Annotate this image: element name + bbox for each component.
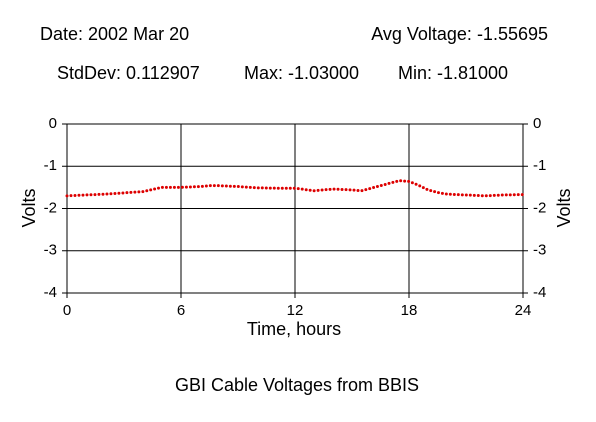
chart-title: GBI Cable Voltages from BBIS [175,375,419,395]
y2-axis-label: Volts [554,188,574,227]
avg-text: Avg Voltage: -1.55695 [371,24,548,44]
x-tick-label: 12 [287,302,304,319]
stddev-text: StdDev: 0.112907 [57,63,200,83]
x-axis-label: Time, hours [247,319,341,339]
max-text: Max: -1.03000 [244,63,359,83]
y-axis-label: Volts [19,188,39,227]
date-text: Date: 2002 Mar 20 [40,24,189,44]
x-tick-label: 18 [401,302,418,319]
y2-tick-label: -4 [533,284,546,301]
y-tick-label: -4 [44,284,57,301]
min-text: Min: -1.81000 [398,63,508,83]
y2-tick-label: 0 [533,115,541,132]
y-tick-label: -1 [44,157,57,174]
y2-tick-label: -1 [533,157,546,174]
y2-tick-label: -2 [533,199,546,216]
x-tick-label: 24 [515,302,532,319]
x-tick-label: 6 [177,302,185,319]
y-tick-label: 0 [49,115,57,132]
y2-tick-label: -3 [533,242,546,259]
y-tick-label: -3 [44,242,57,259]
y-tick-label: -2 [44,199,57,216]
data-line [65,179,525,198]
x-tick-label: 0 [63,302,71,319]
